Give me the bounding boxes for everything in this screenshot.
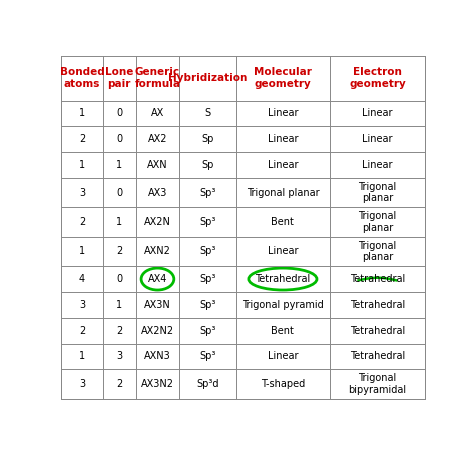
Text: 2: 2 — [116, 326, 122, 336]
Text: Linear: Linear — [362, 134, 393, 144]
Text: Electron
geometry: Electron geometry — [349, 68, 406, 89]
Text: AX2N: AX2N — [144, 217, 171, 227]
Text: 1: 1 — [116, 217, 122, 227]
Text: Sp: Sp — [201, 160, 214, 170]
Text: 3: 3 — [79, 300, 85, 310]
Text: Bent: Bent — [272, 326, 294, 336]
Text: Linear: Linear — [362, 108, 393, 118]
Text: Trigonal
bipyramidal: Trigonal bipyramidal — [348, 373, 407, 395]
Text: Bent: Bent — [272, 217, 294, 227]
Text: 2: 2 — [116, 379, 122, 389]
Text: 1: 1 — [116, 160, 122, 170]
Text: AX3N: AX3N — [144, 300, 171, 310]
Text: 3: 3 — [79, 379, 85, 389]
Text: Tetrahedral: Tetrahedral — [350, 326, 405, 336]
Text: 0: 0 — [116, 134, 122, 144]
Text: Sp³: Sp³ — [199, 247, 216, 256]
Text: Trigonal
planar: Trigonal planar — [358, 241, 397, 262]
Text: Sp³: Sp³ — [199, 326, 216, 336]
Text: Sp: Sp — [201, 134, 214, 144]
Text: Hybridization: Hybridization — [168, 73, 247, 83]
Text: Linear: Linear — [268, 247, 298, 256]
Text: Linear: Linear — [268, 108, 298, 118]
Text: Trigonal
planar: Trigonal planar — [358, 182, 397, 203]
Text: Tetrahedral: Tetrahedral — [350, 274, 405, 284]
Text: 2: 2 — [79, 134, 85, 144]
Text: AX: AX — [151, 108, 164, 118]
Text: Lone
pair: Lone pair — [105, 68, 134, 89]
Text: Sp³: Sp³ — [199, 300, 216, 310]
Text: 2: 2 — [116, 247, 122, 256]
Text: S: S — [204, 108, 210, 118]
Text: 1: 1 — [79, 108, 85, 118]
Text: Sp³: Sp³ — [199, 188, 216, 198]
Text: 4: 4 — [79, 274, 85, 284]
Text: Linear: Linear — [362, 160, 393, 170]
Text: Tetrahedral: Tetrahedral — [350, 351, 405, 361]
Text: 2: 2 — [79, 217, 85, 227]
Text: AX2N2: AX2N2 — [141, 326, 174, 336]
Text: Molecular
geometry: Molecular geometry — [254, 68, 312, 89]
Text: Tetrahedral: Tetrahedral — [255, 274, 310, 284]
Text: AX2: AX2 — [148, 134, 167, 144]
Text: 1: 1 — [79, 351, 85, 361]
Text: 0: 0 — [116, 108, 122, 118]
Text: AXN2: AXN2 — [144, 247, 171, 256]
Text: 3: 3 — [116, 351, 122, 361]
Text: AX3: AX3 — [148, 188, 167, 198]
Text: Tetrahedral: Tetrahedral — [350, 300, 405, 310]
Text: AX4: AX4 — [148, 274, 167, 284]
Text: Generic
formula: Generic formula — [135, 68, 181, 89]
Text: AXN: AXN — [147, 160, 168, 170]
Text: Sp³: Sp³ — [199, 351, 216, 361]
Text: Sp³d: Sp³d — [196, 379, 219, 389]
Text: 2: 2 — [79, 326, 85, 336]
Text: 1: 1 — [79, 160, 85, 170]
Text: Trigonal pyramid: Trigonal pyramid — [242, 300, 324, 310]
Text: 0: 0 — [116, 188, 122, 198]
Text: Trigonal
planar: Trigonal planar — [358, 211, 397, 233]
Text: Linear: Linear — [268, 351, 298, 361]
Text: Sp³: Sp³ — [199, 274, 216, 284]
Text: 3: 3 — [79, 188, 85, 198]
Text: 0: 0 — [116, 274, 122, 284]
Text: T-shaped: T-shaped — [261, 379, 305, 389]
Text: Trigonal planar: Trigonal planar — [246, 188, 319, 198]
Text: Bonded
atoms: Bonded atoms — [60, 68, 104, 89]
Text: Linear: Linear — [268, 160, 298, 170]
Text: 1: 1 — [79, 247, 85, 256]
Text: AX3N2: AX3N2 — [141, 379, 174, 389]
Text: Sp³: Sp³ — [199, 217, 216, 227]
Text: Linear: Linear — [268, 134, 298, 144]
Text: AXN3: AXN3 — [144, 351, 171, 361]
Text: 1: 1 — [116, 300, 122, 310]
